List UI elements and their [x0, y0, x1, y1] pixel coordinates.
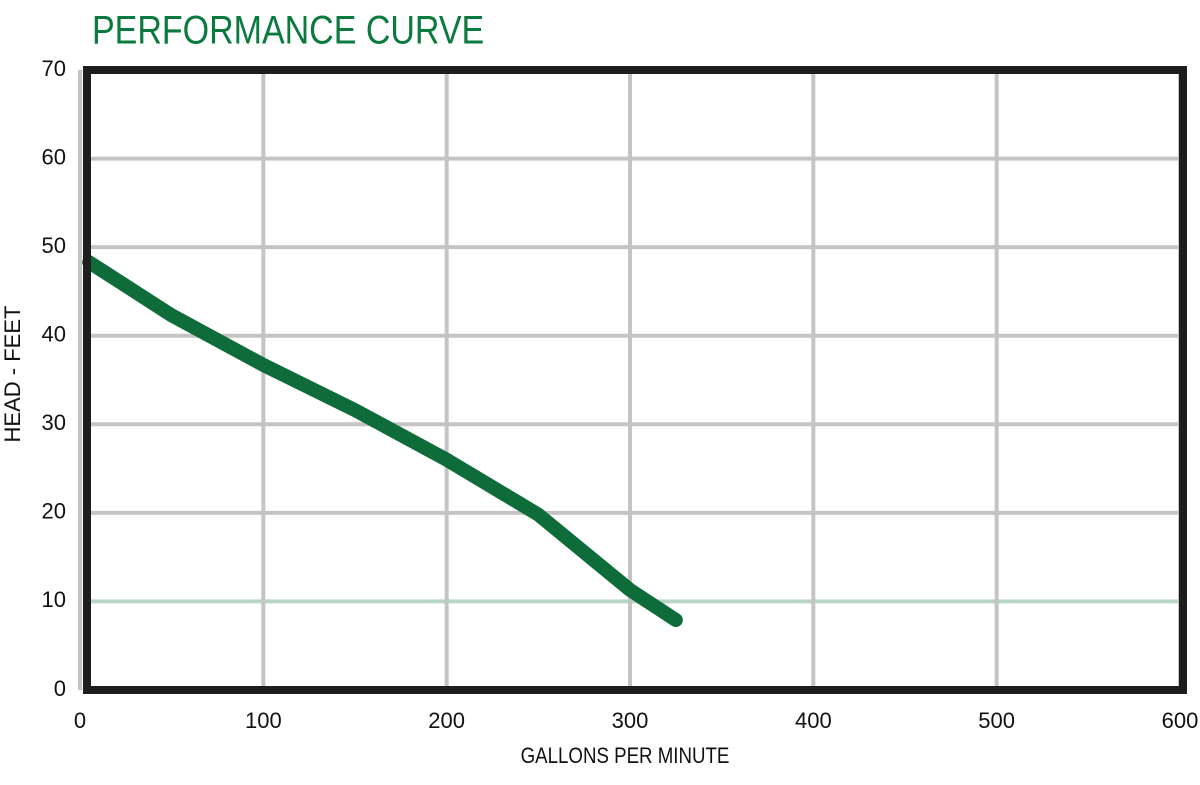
x-axis-label: GALLONS PER MINUTE	[521, 744, 730, 768]
y-tick-label: 40	[42, 322, 66, 347]
y-tick-label: 50	[42, 233, 66, 258]
y-tick-label: 10	[42, 587, 66, 612]
tick-labels: 0 10 20 30 40 50 60 70 0 100 200 300 400 500 600	[42, 56, 1199, 733]
plot-frame	[83, 66, 1187, 694]
x-tick-label: 0	[74, 708, 86, 733]
y-tick-label: 0	[54, 676, 66, 701]
x-tick-label: 600	[1162, 708, 1199, 733]
x-tick-label: 300	[612, 708, 649, 733]
curve	[82, 255, 683, 628]
grid	[78, 68, 1183, 692]
x-tick-label: 100	[245, 708, 282, 733]
x-tick-label: 500	[978, 708, 1015, 733]
x-tick-label: 200	[428, 708, 465, 733]
y-tick-label: 30	[42, 410, 66, 435]
y-tick-label: 70	[42, 56, 66, 81]
chart-title: PERFORMANCE CURVE	[92, 7, 484, 52]
x-tick-label: 400	[795, 708, 832, 733]
plot	[82, 255, 683, 628]
y-tick-label: 20	[42, 499, 66, 524]
y-tick-label: 60	[42, 144, 66, 169]
y-axis-label: HEAD - FEET	[0, 306, 25, 443]
